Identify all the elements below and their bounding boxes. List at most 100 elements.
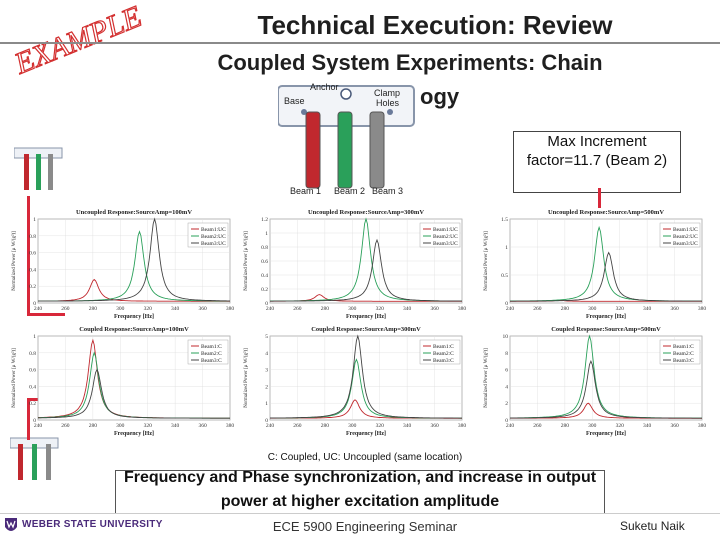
- legend-label: Beam3:UC: [201, 241, 226, 247]
- x-tick-label: 320: [376, 306, 385, 312]
- clamp-label: Clamp: [374, 88, 401, 98]
- y-tick-label: 0: [33, 418, 36, 424]
- y-tick-label: 10: [503, 334, 509, 340]
- legend-label: Beam1:UC: [673, 227, 698, 233]
- y-tick-label: 0.6: [261, 259, 268, 265]
- x-tick-label: 340: [403, 306, 412, 312]
- y-axis-label: Normalized Power [μ W/(g²)]: [243, 231, 249, 291]
- chart-coupled-100mv: Coupled Response:SourceAmp=100mV 240 260 28…: [8, 322, 238, 482]
- x-tick-label: 300: [588, 423, 597, 429]
- chart-title: Uncoupled Response:SourceAmp=100mV: [76, 209, 192, 216]
- y-tick-label: 2: [265, 384, 268, 390]
- x-tick-label: 340: [171, 306, 180, 312]
- y-tick-label: 0.2: [29, 284, 36, 290]
- x-tick-label: 380: [458, 423, 467, 429]
- max-increment-callout: Max Increment factor=11.7 (Beam 2): [513, 131, 681, 193]
- slide-title: Technical Execution: Review: [257, 10, 613, 40]
- x-tick-label: 240: [506, 306, 515, 312]
- chart-title: Uncoupled Response:SourceAmp=500mV: [548, 209, 664, 216]
- y-tick-label: 0.6: [29, 368, 36, 374]
- x-tick-label: 300: [588, 306, 597, 312]
- x-tick-label: 280: [321, 306, 330, 312]
- x-tick-label: 320: [376, 423, 385, 429]
- x-tick-label: 380: [226, 306, 235, 312]
- y-axis-label: Normalized Power [μ W/(g²)]: [243, 348, 249, 408]
- legend-label: Beam1:UC: [201, 227, 226, 233]
- x-tick-label: 360: [430, 423, 439, 429]
- holes-label: Holes: [376, 98, 400, 108]
- x-axis-label: Frequency [Hz]: [586, 431, 626, 437]
- y-tick-label: 0.4: [261, 273, 268, 279]
- legend-label: Beam1:C: [201, 344, 222, 350]
- y-tick-label: 1: [265, 401, 268, 407]
- y-tick-label: 1: [33, 334, 36, 340]
- x-tick-label: 360: [670, 306, 679, 312]
- x-tick-label: 280: [561, 306, 570, 312]
- y-tick-label: 0.2: [29, 401, 36, 407]
- x-tick-label: 320: [616, 306, 625, 312]
- legend-label: Beam2:UC: [201, 234, 226, 240]
- x-tick-label: 300: [116, 423, 125, 429]
- footer-bar: [0, 513, 720, 541]
- chart-uncoupled-300mv: Uncoupled Response:SourceAmp=300mV 240 260…: [240, 205, 470, 365]
- beam2-label: Beam 2: [334, 186, 366, 196]
- y-tick-label: 0.5: [501, 273, 508, 279]
- x-tick-label: 360: [198, 306, 207, 312]
- x-tick-label: 380: [698, 306, 707, 312]
- x-axis-label: Frequency [Hz]: [346, 314, 386, 320]
- stamp-text: EXAMPLE: [9, 0, 146, 81]
- connector-line: [27, 196, 30, 316]
- x-axis-label: Frequency [Hz]: [586, 314, 626, 320]
- x-tick-label: 280: [561, 423, 570, 429]
- legend-label: Beam2:C: [433, 351, 454, 357]
- x-tick-label: 320: [144, 423, 153, 429]
- x-tick-label: 300: [116, 306, 125, 312]
- y-tick-label: 0: [505, 301, 508, 307]
- example-stamp: EXAMPLE: [9, 0, 147, 81]
- x-tick-label: 280: [321, 423, 330, 429]
- chart-svg: Uncoupled Response:SourceAmp=300mV 240 260…: [243, 209, 466, 320]
- thumbnail-coupled: [9, 436, 60, 486]
- y-tick-label: 0: [265, 418, 268, 424]
- x-tick-label: 340: [171, 423, 180, 429]
- x-tick-label: 340: [403, 423, 412, 429]
- x-tick-label: 360: [430, 306, 439, 312]
- chart-title: Uncoupled Response:SourceAmp=300mV: [308, 209, 424, 216]
- y-tick-label: 3: [265, 368, 268, 374]
- x-tick-label: 240: [34, 306, 43, 312]
- x-axis-label: Frequency [Hz]: [114, 314, 154, 320]
- legend-label: Beam3:C: [201, 358, 222, 364]
- legend-label: Beam1:C: [433, 344, 454, 350]
- series-line: [510, 251, 703, 302]
- x-tick-label: 340: [643, 423, 652, 429]
- y-axis-label: Normalized Power [μ W/(g²)]: [483, 348, 489, 408]
- y-tick-label: 1: [33, 217, 36, 223]
- legend-label: Beam1:UC: [433, 227, 458, 233]
- x-tick-label: 280: [89, 423, 98, 429]
- y-tick-label: 0: [33, 301, 36, 307]
- y-tick-label: 8: [505, 351, 508, 357]
- x-tick-label: 240: [266, 306, 275, 312]
- chart-title: Coupled Response:SourceAmp=500mV: [551, 326, 661, 333]
- y-tick-label: 4: [505, 384, 508, 390]
- y-axis-label: Normalized Power [μ W/(g²)]: [483, 231, 489, 291]
- summary-text: Frequency and Phase synchronization, and…: [123, 469, 597, 510]
- x-tick-label: 260: [293, 423, 302, 429]
- chart-title: Coupled Response:SourceAmp=100mV: [79, 326, 189, 333]
- y-tick-label: 4: [265, 351, 268, 357]
- connector-line: [27, 313, 65, 316]
- x-tick-label: 260: [61, 306, 70, 312]
- y-tick-label: 1: [265, 231, 268, 237]
- y-tick-label: 0.8: [261, 245, 268, 251]
- wsu-logo-icon: [4, 517, 18, 540]
- chart-svg: Coupled Response:SourceAmp=100mV 240 260 28…: [11, 326, 234, 437]
- chart-svg: Coupled Response:SourceAmp=500mV 240 260 28…: [483, 326, 706, 437]
- y-tick-label: 0.8: [29, 351, 36, 357]
- y-tick-label: 0.6: [29, 251, 36, 257]
- x-tick-label: 320: [144, 306, 153, 312]
- x-tick-label: 260: [533, 423, 542, 429]
- x-tick-label: 240: [506, 423, 515, 429]
- x-tick-label: 260: [293, 306, 302, 312]
- x-axis-label: Frequency [Hz]: [114, 431, 154, 437]
